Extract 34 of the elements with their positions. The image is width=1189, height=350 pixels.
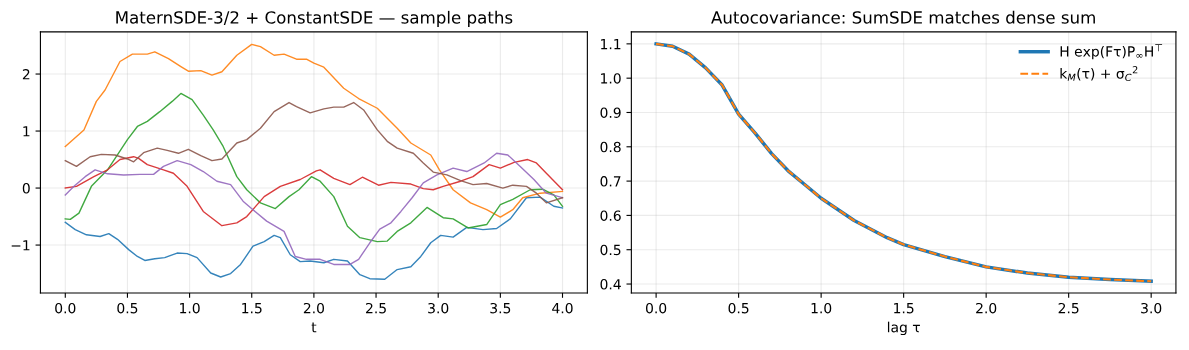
legend-label: H exp(Fτ)P$_{∞}$H$^{⊤}$ [1060,44,1163,60]
x-tick-label: 2.0 [303,302,325,314]
x-tick-label: 1.5 [242,303,262,314]
y-tick-label: 0 [22,183,30,194]
chart-title: Autocovariance: SumSDE matches dense sum [711,10,1095,24]
x-tick-label: 4.0 [552,302,573,314]
x-tick-label: 0.5 [728,302,749,314]
y-tick-label: 1 [23,126,30,137]
x-tick-label: 1.0 [811,302,832,314]
x-tick-label: 0.0 [55,302,76,314]
y-tick-label: 0.4 [600,279,621,290]
x-tick-label: 1.0 [180,302,200,314]
legend-label: k$_{M}$(τ) + σ$_{C}$$^{2}$ [1060,66,1138,81]
y-tick-label: 0.9 [600,107,621,118]
y-tick-label: 0.7 [600,176,621,187]
x-tick-label: 3.0 [1141,302,1162,314]
y-tick-label: 1.1 [601,39,621,50]
y-tick-label: 0.5 [600,244,621,256]
x-tick-label: 3.0 [428,302,449,314]
x-axis-title: lag τ [887,321,920,336]
x-tick-label: 1.5 [894,303,914,314]
chart-title: MaternSDE-3/2 + ConstantSDE — sample paths [116,10,513,27]
y-tick-label: 1.0 [601,73,621,84]
y-tick-label: 2 [22,69,30,80]
x-tick-label: 2.0 [976,302,997,314]
x-tick-label: 0.0 [645,302,667,314]
x-tick-label: 0.5 [117,302,138,314]
y-tick-label: 0.8 [600,141,621,153]
x-tick-label: 3.5 [490,302,511,314]
y-tick-label: 0.6 [600,210,621,221]
x-tick-label: 2.5 [366,302,386,314]
x-axis-title: t [311,322,317,333]
y-tick-label: −1 [11,240,30,251]
x-tick-label: 2.5 [1058,302,1079,314]
